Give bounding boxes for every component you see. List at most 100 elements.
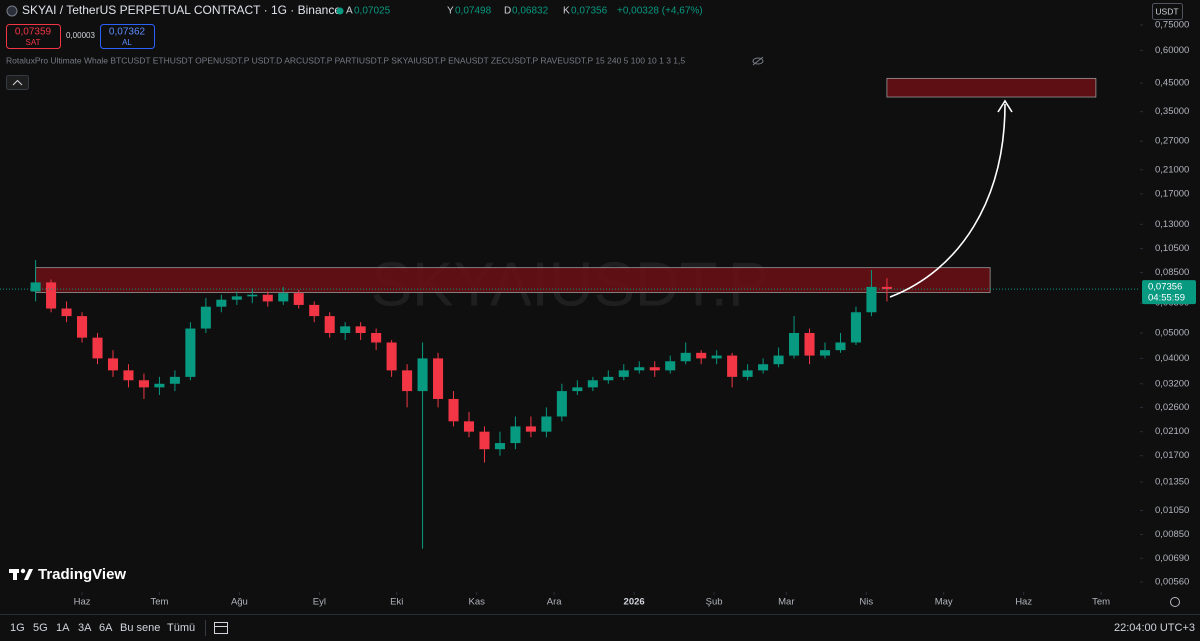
candle-body [340, 326, 351, 333]
candle [200, 298, 211, 333]
candle-body [402, 370, 413, 392]
range-button[interactable]: 1G [10, 622, 25, 634]
candle [371, 328, 382, 351]
candle [541, 407, 552, 438]
candle [819, 342, 831, 359]
candle [556, 383, 567, 422]
buy-button[interactable] [100, 24, 155, 49]
y-tick-label: 0,04000 [1155, 353, 1189, 364]
candle-body [618, 370, 629, 377]
ohlc-value: 0,06832 [512, 6, 549, 17]
zone [886, 77, 1097, 98]
candle-body [185, 328, 196, 377]
symbol-icon [6, 5, 18, 17]
candle [789, 316, 800, 359]
y-tick-label: 0,03200 [1155, 378, 1189, 389]
candle [696, 350, 707, 365]
candle [866, 269, 877, 317]
candle [169, 370, 180, 392]
y-tick-label: 0,60000 [1155, 45, 1189, 56]
y-tick-label: 0,01050 [1155, 505, 1189, 516]
x-tick-label: Haz [74, 597, 91, 608]
candle-body [278, 293, 289, 302]
candle [355, 322, 366, 341]
candle-body [525, 426, 536, 432]
candle-body [541, 416, 552, 432]
candle [665, 355, 676, 374]
ohlc-value: 0,07356 [571, 6, 608, 17]
candle-body [603, 376, 614, 381]
candle [742, 364, 753, 381]
candle [494, 431, 505, 456]
candle-body [30, 282, 41, 292]
x-tick-label: Şub [706, 597, 723, 608]
candle-body [216, 299, 227, 307]
x-tick-label: 2026 [624, 597, 645, 608]
x-tick-label: Tem [1092, 597, 1110, 608]
hide-icon[interactable] [752, 56, 764, 66]
ohlc-value: 0,07025 [354, 6, 391, 17]
candle [278, 286, 289, 305]
settings-icon[interactable] [1170, 597, 1180, 607]
x-tick-label: Mar [778, 597, 794, 608]
candle-body [494, 443, 505, 450]
sell-button[interactable] [6, 24, 61, 49]
currency-box[interactable] [1152, 3, 1183, 20]
candle-body [463, 421, 475, 432]
candle [680, 342, 691, 365]
ohlc-value: 0,07498 [455, 6, 492, 17]
candle-body [556, 391, 567, 417]
range-button[interactable]: 1A [56, 622, 70, 634]
y-tick-label: 0,35000 [1155, 106, 1189, 117]
date-range-icon[interactable] [214, 622, 228, 634]
candle [262, 291, 273, 307]
logo-text[interactable]: TradingView [38, 566, 126, 583]
collapse-icon [12, 79, 23, 86]
candle-body [510, 426, 521, 444]
candle-body [634, 367, 645, 371]
candle-body [169, 376, 180, 384]
candle [649, 361, 660, 377]
sell-label: SAT [26, 38, 41, 47]
indicator-legend[interactable]: RotaluxPro Ultimate Whale BTCUSDT ETHUSD… [6, 55, 685, 65]
candle-body [386, 342, 397, 371]
buy-price: 0,07362 [109, 27, 146, 38]
symbol-title[interactable]: SKYAI / TetherUS PERPETUAL CONTRACT · 1G… [22, 3, 341, 17]
ohlc-key: D [504, 6, 511, 17]
y-tick-label: 0,10500 [1155, 243, 1189, 254]
ohlc-key: A [346, 6, 353, 17]
range-button[interactable]: 3A [78, 622, 92, 634]
x-tick-label: Tem [150, 597, 168, 608]
x-tick-label: Nis [859, 597, 873, 608]
x-tick-label: Eyl [313, 597, 326, 608]
candle-body [819, 350, 831, 356]
bottom-toolbar: 1G 5G 1A 3A 6A Bu sene Tümü [10, 622, 195, 634]
y-tick-label: 0,27000 [1155, 136, 1189, 147]
candle [463, 411, 475, 438]
candle-body [309, 304, 320, 317]
candle-body [773, 355, 784, 365]
range-button[interactable]: 6A [99, 622, 113, 634]
range-button[interactable]: Tümü [167, 622, 195, 634]
candle-body [433, 358, 444, 399]
y-tick-label: 0,00560 [1155, 577, 1189, 588]
candle [138, 373, 149, 399]
candle-body [262, 294, 273, 302]
x-tick-label: Haz [1015, 597, 1032, 608]
candle-body [758, 364, 769, 371]
sell-price: 0,07359 [15, 27, 52, 38]
candle [448, 391, 459, 427]
candle-body [324, 316, 335, 333]
y-tick-label: 0,17000 [1155, 188, 1189, 199]
candle-body [727, 355, 738, 377]
y-tick-label: 0,02600 [1155, 402, 1189, 413]
candle [758, 358, 769, 374]
range-button[interactable]: 5G [33, 622, 48, 634]
y-tick-label: 0,45000 [1155, 78, 1189, 89]
candle [510, 416, 521, 450]
candle [433, 352, 444, 408]
candle-body [680, 352, 691, 362]
range-button[interactable]: Bu sene [120, 622, 160, 634]
collapse-button[interactable] [6, 75, 29, 90]
candle [77, 312, 88, 343]
